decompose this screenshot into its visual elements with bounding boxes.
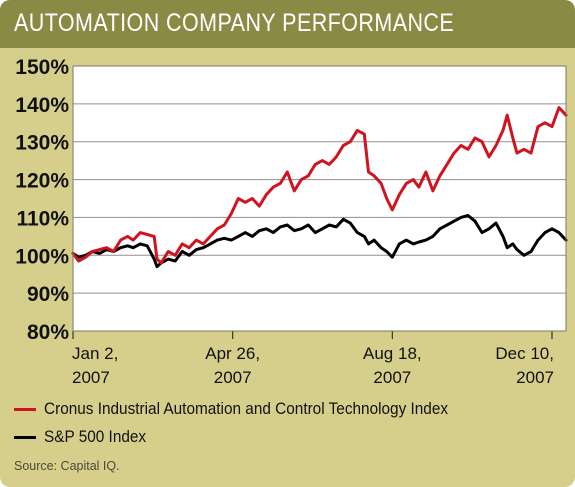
x-tick-label: Aug 18, 2007	[363, 344, 422, 387]
y-tick-label: 120%	[15, 170, 69, 193]
line-chart: 80% 90% 100% 110% 120% 130% 140% 150% Jan 2, 2007…	[15, 56, 568, 387]
series-line-sp500	[71, 214, 568, 269]
y-tick-label: 150%	[15, 56, 69, 79]
x-tick-label: Apr 26, 2007	[205, 344, 260, 387]
x-tick-label: Dec 10, 2007	[495, 344, 554, 387]
series-line-cronus	[71, 106, 568, 265]
legend-swatch-sp500	[14, 436, 36, 439]
plot-area	[73, 66, 566, 331]
plot-border	[72, 65, 567, 332]
y-tick-label: 100%	[15, 245, 69, 268]
y-tick-label: 140%	[15, 94, 69, 117]
y-tick-label: 110%	[16, 207, 69, 230]
title-bar: AUTOMATION COMPANY PERFORMANCE	[0, 0, 575, 48]
legend-label-sp500: S&P 500 Index	[44, 428, 147, 446]
legend-item-sp500: S&P 500 Index	[14, 428, 569, 447]
legend-swatch-cronus	[14, 408, 36, 411]
legend-label-cronus: Cronus Industrial Automation and Control…	[44, 400, 449, 418]
source-note: Source: Capital IQ.	[14, 459, 120, 473]
y-tick-label: 80%	[27, 321, 69, 344]
y-tick-label: 130%	[15, 132, 69, 155]
y-tick-label: 90%	[27, 283, 69, 306]
legend-item-cronus: Cronus Industrial Automation and Control…	[14, 400, 569, 419]
chart-title: AUTOMATION COMPANY PERFORMANCE	[14, 9, 455, 37]
x-tick-label: Jan 2, 2007	[72, 344, 118, 387]
